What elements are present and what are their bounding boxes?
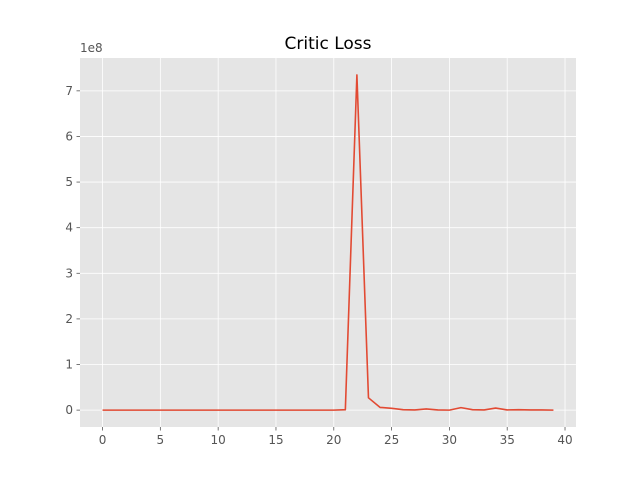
- x-tick-label: 35: [500, 433, 515, 447]
- x-tick-label: 20: [326, 433, 341, 447]
- grid-lines: [80, 58, 576, 427]
- chart-title: Critic Loss: [284, 34, 371, 54]
- y-tick-label: 7: [65, 84, 73, 98]
- y-axis: 0 1 2 3 4 5 6 7: [65, 84, 80, 417]
- y-tick-label: 6: [65, 129, 73, 143]
- y-tick-label: 2: [65, 312, 73, 326]
- x-tick-label: 25: [384, 433, 399, 447]
- y-tick-label: 3: [65, 266, 73, 280]
- x-tick-label: 15: [268, 433, 283, 447]
- x-tick-label: 30: [442, 433, 457, 447]
- series-layer: [102, 74, 554, 411]
- x-tick-label: 5: [157, 433, 165, 447]
- x-tick-label: 40: [557, 433, 572, 447]
- y-tick-label: 4: [65, 221, 73, 235]
- y-tick-label: 1: [65, 358, 73, 372]
- y-offset-label: 1e8: [80, 41, 103, 55]
- x-axis: 0 5 10 15 20 25 30 35 40: [99, 427, 573, 447]
- y-tick-label: 0: [65, 403, 73, 417]
- x-tick-label: 0: [99, 433, 107, 447]
- plot-area: [80, 58, 576, 427]
- y-tick-label: 5: [65, 175, 73, 189]
- x-tick-label: 10: [211, 433, 226, 447]
- series-line: [102, 74, 554, 411]
